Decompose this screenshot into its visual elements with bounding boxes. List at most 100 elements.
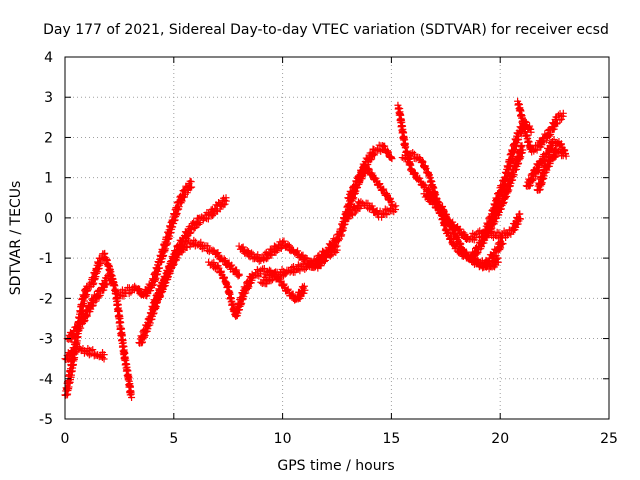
data-point <box>344 194 352 202</box>
trail-marker <box>89 346 97 354</box>
trail-marker <box>497 244 505 252</box>
data-point <box>257 278 265 286</box>
x-tick-label: 10 <box>274 431 292 447</box>
data-point <box>522 182 530 190</box>
data-point <box>78 294 86 302</box>
trail-marker <box>169 223 177 231</box>
trail-marker <box>478 243 486 251</box>
data-point <box>340 214 348 222</box>
data-point <box>131 282 139 290</box>
data-point <box>374 210 382 218</box>
data-point <box>209 246 217 254</box>
series-trace-16 <box>481 117 535 235</box>
data-point <box>279 238 287 246</box>
data-point <box>540 166 548 174</box>
data-point <box>144 318 152 326</box>
data-point <box>514 129 522 137</box>
trail-marker <box>383 189 391 197</box>
data-point <box>196 214 204 222</box>
data-point <box>416 154 424 162</box>
data-point <box>407 150 415 158</box>
data-point <box>174 198 182 206</box>
series-trace-12 <box>394 101 507 272</box>
trail-marker <box>487 219 495 227</box>
trail-marker <box>356 178 364 186</box>
data-point <box>157 282 165 290</box>
trail-marker <box>500 198 508 206</box>
data-point <box>268 246 276 254</box>
trail-marker <box>221 256 229 264</box>
data-point <box>474 242 482 250</box>
trail-marker <box>424 185 432 193</box>
trail-marker <box>83 312 91 320</box>
data-point <box>485 254 493 262</box>
data-point <box>115 318 123 326</box>
trail-marker <box>553 120 561 128</box>
trail-marker <box>461 230 469 238</box>
data-point <box>183 238 191 246</box>
data-point <box>322 246 330 254</box>
trail-marker <box>89 302 97 310</box>
data-point <box>187 178 195 186</box>
data-point <box>335 230 343 238</box>
data-point <box>257 266 265 274</box>
data-point <box>529 170 537 178</box>
data-point <box>542 150 550 158</box>
data-point <box>420 182 428 190</box>
trail-marker <box>280 280 288 288</box>
trail-marker <box>495 195 503 203</box>
trail-marker <box>284 240 292 248</box>
data-point <box>446 218 454 226</box>
trail-marker <box>102 281 110 289</box>
data-point <box>226 262 234 270</box>
chart-title: Day 177 of 2021, Sidereal Day-to-day VTE… <box>43 22 609 38</box>
trail-marker <box>422 164 430 172</box>
data-point <box>283 266 291 274</box>
data-point <box>235 270 243 278</box>
data-point <box>270 270 278 278</box>
data-point <box>344 202 352 210</box>
trail-marker <box>245 283 253 291</box>
data-point <box>494 254 502 262</box>
data-point <box>283 286 291 294</box>
trail-marker <box>424 191 432 199</box>
data-point <box>96 286 104 294</box>
trail-marker <box>82 348 90 356</box>
data-point <box>366 202 374 210</box>
trail-marker <box>353 183 361 191</box>
data-point <box>105 262 113 270</box>
x-tick-label: 0 <box>61 431 70 447</box>
series-trace-6 <box>148 236 243 311</box>
trail-marker <box>421 181 429 189</box>
series-trace-17 <box>514 97 567 156</box>
data-point <box>100 351 108 359</box>
trail-marker <box>546 132 554 140</box>
data-point <box>392 202 400 210</box>
series-trace-13 <box>398 148 502 273</box>
trail-marker <box>209 212 217 220</box>
trail-marker <box>501 180 509 188</box>
trail-marker <box>95 293 103 301</box>
data-point <box>83 282 91 290</box>
data-point <box>407 166 415 174</box>
trail-marker <box>289 290 297 298</box>
trail-marker <box>166 268 174 276</box>
trail-marker <box>288 264 296 272</box>
data-point <box>235 242 243 250</box>
data-point <box>424 170 432 178</box>
trail-marker <box>527 171 535 179</box>
data-point <box>205 258 213 266</box>
data-point <box>466 254 474 262</box>
data-point <box>379 186 387 194</box>
data-point <box>553 113 561 121</box>
data-point <box>353 178 361 186</box>
data-point <box>74 343 82 351</box>
series-trace-14 <box>420 190 524 244</box>
data-point <box>540 133 548 141</box>
data-point <box>96 254 104 262</box>
y-tick-label: -3 <box>39 332 53 348</box>
data-point <box>553 146 561 154</box>
data-point <box>481 226 489 234</box>
data-point <box>94 351 102 359</box>
trail-marker <box>452 232 460 240</box>
